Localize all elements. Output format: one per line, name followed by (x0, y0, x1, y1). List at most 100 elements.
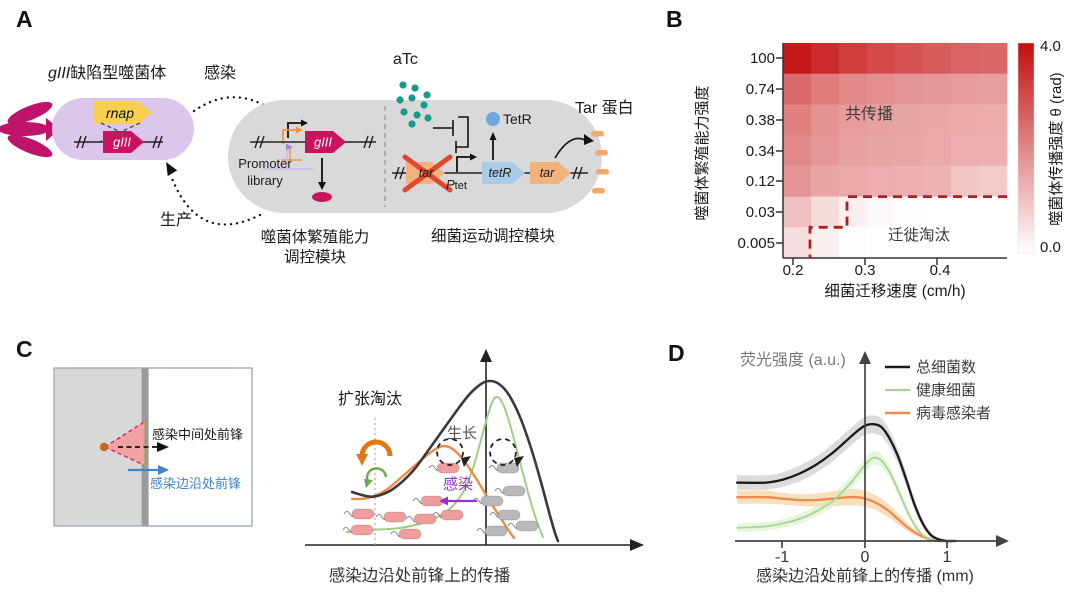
tar-to-membrane-arrow (554, 137, 586, 159)
heatmap-cell (951, 135, 980, 167)
d-y-axis-title: 荧光强度 (a.u.) (740, 352, 846, 369)
heatmap-cell (783, 135, 812, 167)
heatmap-cell (811, 165, 840, 197)
heatmap-cell (923, 43, 952, 75)
panel-b-letter: B (666, 6, 683, 32)
bacterium-healthy (476, 525, 508, 537)
tetr-gene-label: tetR (488, 166, 512, 180)
tar-protein-label: Tar 蛋白 (575, 100, 634, 117)
d-xtick-neg1: -1 (774, 549, 790, 566)
bacterium-body (350, 524, 374, 536)
legend-swatches (885, 365, 910, 415)
heatmap-cell (811, 73, 840, 105)
colorbar (1017, 42, 1035, 254)
infection-transfer-arrowhead (439, 496, 448, 506)
sketch-curve-healthy (346, 395, 544, 538)
growth-cycle-arrowhead (461, 456, 471, 467)
heatmap-cell (783, 73, 812, 105)
bacterium-infected (432, 509, 464, 521)
bacterium-body (440, 509, 464, 521)
panel-a-diagram (0, 81, 609, 226)
heatmap-cell (867, 196, 896, 228)
tetr-gene-shape (482, 162, 525, 184)
heatmap-cell (839, 43, 868, 75)
bacterium-infected (390, 528, 422, 540)
bacterium-body (351, 508, 375, 520)
module2-label: 细菌运动调控模块 (430, 228, 555, 245)
tetr-repression (455, 116, 469, 153)
tetr-protein-icon (486, 112, 500, 126)
phage-icon (0, 98, 194, 160)
phage-product (312, 192, 332, 202)
heatmap-cell (951, 43, 980, 75)
band-2 (737, 488, 956, 541)
b-ytick-100: 100 (749, 50, 775, 67)
production-label: 生产 (160, 212, 193, 229)
bacterium-body (496, 462, 520, 474)
expansion-curl-arrowhead (356, 454, 368, 466)
d-xtick-1: 1 (942, 549, 952, 566)
heatmap-cell (951, 73, 980, 105)
panel-d-chart (735, 351, 1009, 548)
module1-label: 噬菌体繁殖能力 调控模块 (260, 229, 370, 266)
giii-gene-shape-cell (305, 131, 346, 153)
ptet-arrowhead (470, 153, 477, 161)
green-curl-arrow (365, 467, 388, 483)
heatmap-cell (979, 227, 1008, 259)
heatmap-cell (839, 196, 868, 228)
chart-curves (735, 415, 957, 543)
heatmap-cell (867, 227, 896, 259)
bacterium-infected (428, 462, 460, 474)
production-arrow (169, 174, 262, 226)
y-axis-arrowhead (859, 351, 871, 364)
heatmap-cell (783, 196, 812, 228)
d-x-axis-label: 感染边沿处前锋上的传播 (mm) (756, 568, 974, 585)
heatmap-cell (923, 135, 952, 167)
giii-gene-label-cell: gIII (313, 134, 333, 150)
band-1 (737, 450, 956, 541)
sketch-curve-total (350, 379, 560, 543)
giii-gene-shape (103, 131, 144, 153)
heatmap-cell (811, 104, 840, 136)
panel-c-caption: 感染边沿处前锋上的传播 (328, 567, 511, 585)
expansion-curl-arrow (359, 439, 393, 457)
heatmap-cell (839, 227, 868, 259)
phage-fin (0, 122, 50, 136)
atc-inhibition (433, 120, 454, 136)
ptet-label: Ptet (446, 177, 467, 193)
bacterium-healthy (507, 520, 539, 532)
bacterium-body (436, 462, 460, 474)
phage-label-rest: 缺陷型噬菌体 (70, 65, 167, 82)
plate-inset (53, 367, 253, 527)
heatmap-cell (979, 135, 1008, 167)
bacterium-body (515, 520, 539, 532)
heatmap-cell (783, 104, 812, 136)
heatmap-cell (979, 73, 1008, 105)
panel-a-letter: A (16, 6, 33, 32)
legend-label-healthy: 健康细菌 (916, 382, 977, 399)
atc-label: aTc (393, 51, 418, 68)
bacterium-infected (405, 513, 437, 525)
heatmap-cell (839, 104, 868, 136)
expression-arrowhead (318, 182, 326, 190)
promoter-library-label: Promoter library (238, 156, 292, 188)
heatmap-cell (811, 43, 840, 75)
panel-d-letter: D (668, 340, 685, 366)
bacterium-body (383, 511, 407, 523)
heatmap-cell (923, 73, 952, 105)
phage-fin (7, 134, 53, 158)
chart-axes (735, 362, 996, 548)
heatmap-cell (895, 104, 924, 136)
cospread-region-label: 共传播 (845, 106, 894, 123)
b-ytick-074: 0.74 (745, 81, 775, 98)
heatmap-cell (783, 165, 812, 197)
growth-cycle-arrowhead (514, 456, 524, 467)
panel-b-heatmap (776, 42, 1035, 265)
edge-front-arrowhead (158, 465, 169, 475)
colorbar-max-label: 4.0 (1040, 38, 1061, 55)
b-x-axis-label: 细菌迁移速度 (cm/h) (824, 283, 966, 300)
heatmap-cell (951, 227, 980, 259)
giii-gene-label-phage: gIII (112, 134, 132, 150)
heatmap-cell (979, 104, 1008, 136)
mid-front-arrowhead (157, 442, 169, 452)
